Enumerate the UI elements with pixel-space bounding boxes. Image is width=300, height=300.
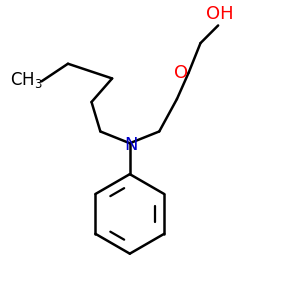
- Text: OH: OH: [206, 4, 233, 22]
- Text: CH$_3$: CH$_3$: [10, 70, 43, 90]
- Text: O: O: [174, 64, 188, 82]
- Text: N: N: [124, 136, 138, 154]
